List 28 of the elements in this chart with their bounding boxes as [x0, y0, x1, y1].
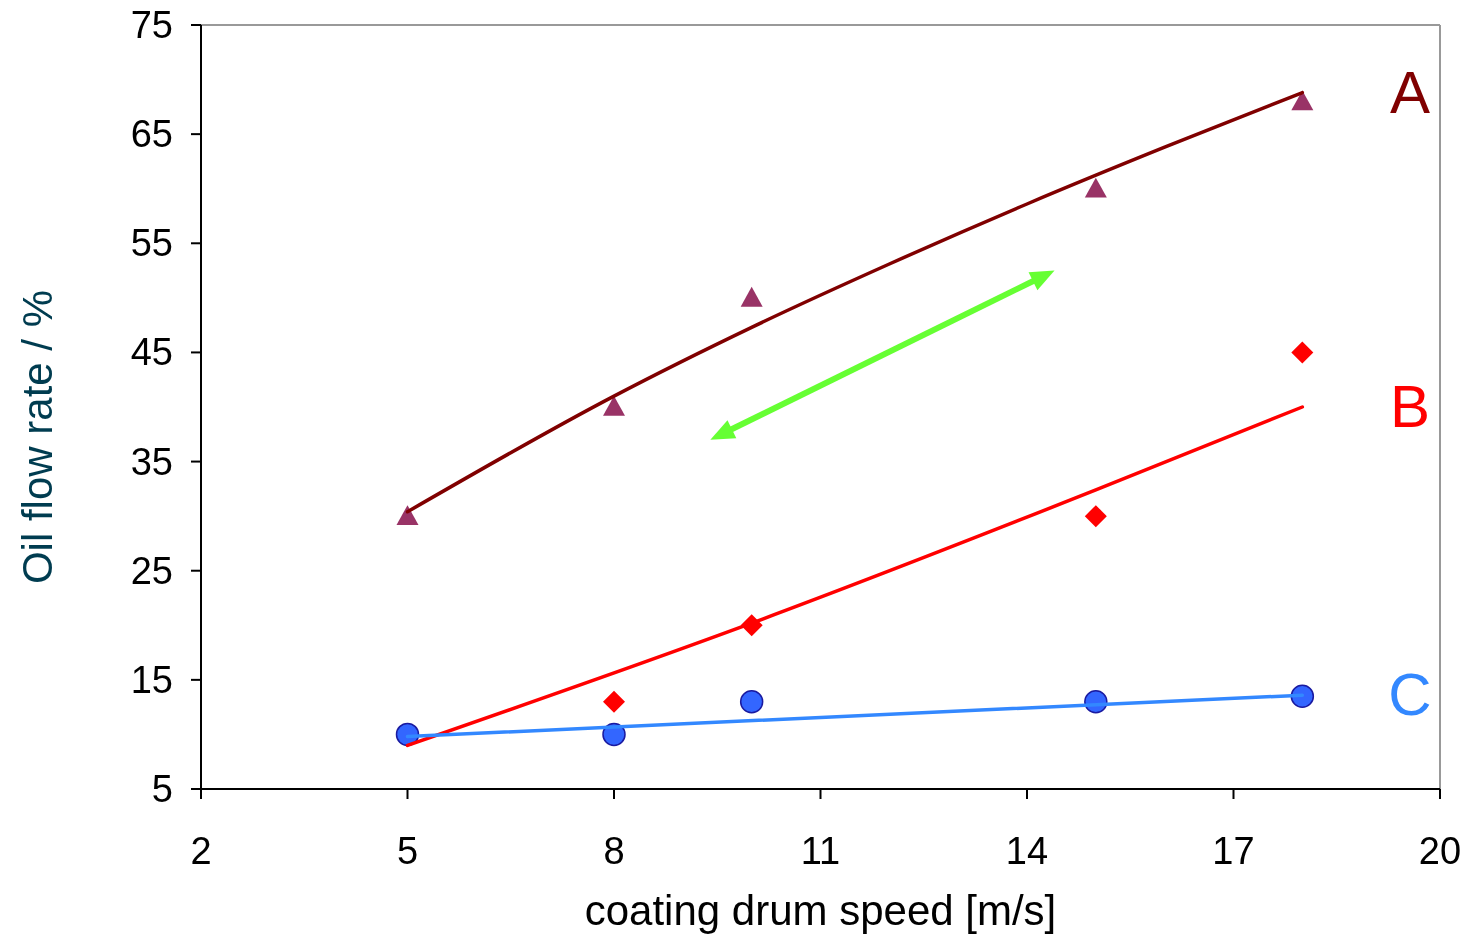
x-tick-label: 5 [396, 830, 419, 872]
point [1084, 177, 1107, 198]
y-axis-title: Oil flow rate / % [14, 289, 61, 585]
point [740, 286, 763, 307]
x-tick-label: 8 [603, 830, 625, 872]
x-tick-label: 11 [800, 830, 841, 872]
point [739, 689, 764, 714]
point [1291, 341, 1314, 364]
x-tick-label: 20 [1418, 830, 1462, 872]
y-tick-label: 45 [130, 331, 173, 374]
x-tick-label: 17 [1212, 830, 1255, 872]
y-tick-label: 35 [130, 440, 173, 483]
x-tick-label: 14 [1005, 830, 1049, 872]
series-label: B [1389, 373, 1431, 440]
y-tick-label: 75 [130, 4, 173, 46]
y-tick-label: 15 [130, 658, 173, 701]
x-axis-title: coating drum speed [m/s] [584, 887, 1057, 934]
y-tick-label: 25 [130, 549, 173, 592]
point [603, 396, 625, 416]
point [603, 690, 625, 713]
series-label: A [1389, 58, 1431, 126]
y-tick-label: 5 [151, 768, 173, 810]
x-tick-label: 2 [190, 830, 212, 872]
point [396, 505, 419, 525]
y-tick-label: 65 [130, 113, 173, 156]
point [1084, 505, 1107, 528]
series-label: C [1388, 661, 1432, 729]
y-tick-label: 55 [130, 222, 173, 265]
